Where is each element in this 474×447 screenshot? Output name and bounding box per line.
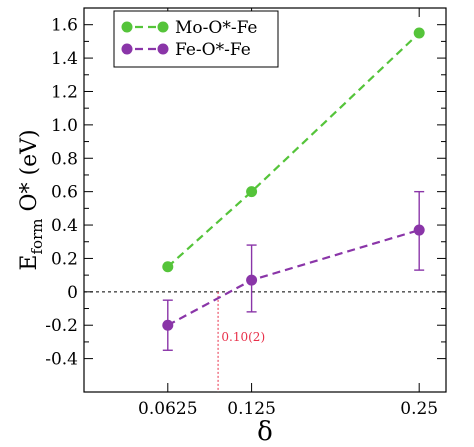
data-point — [162, 319, 174, 331]
legend-box — [113, 10, 279, 68]
series-1 — [162, 27, 425, 273]
axis-ticks: -0.4 -0.2 0 0.2 0.4 0.6 0.8 1.0 1.2 1.4 1.6 0.0625 0… — [45, 8, 446, 419]
plot-frame — [83, 7, 447, 393]
y-tick-label: 0 — [67, 283, 78, 303]
series-layer — [162, 27, 425, 351]
annotations: 0.10(2) — [221, 330, 265, 344]
plot-area — [83, 7, 447, 393]
y-axis-title-sub: form — [28, 219, 46, 255]
y-axis-title: Eform O* (eV) — [17, 129, 46, 270]
y-tick-label: 0.2 — [51, 249, 78, 269]
x-axis-title: δ — [257, 417, 273, 447]
data-point — [413, 224, 425, 236]
y-axis-title-rest: O* (eV) — [17, 129, 42, 218]
y-tick-label: 1.4 — [51, 49, 78, 69]
series-line — [167, 32, 420, 268]
series-line — [167, 228, 420, 327]
y-tick-label: 0.4 — [51, 216, 78, 236]
legend-marker — [157, 43, 169, 55]
y-tick-label: -0.2 — [45, 316, 78, 336]
data-point — [246, 186, 258, 198]
crossing-annotation: 0.10(2) — [221, 330, 265, 344]
reference-lines — [84, 291, 446, 392]
legend-marker — [121, 43, 133, 55]
y-axis-title-main: E — [17, 255, 42, 271]
y-tick-label: 0.6 — [51, 183, 78, 203]
legend-marker — [121, 21, 133, 33]
data-point — [162, 261, 174, 273]
data-point — [246, 274, 258, 286]
y-tick-label: 1.2 — [51, 82, 78, 102]
y-tick-label: 1.0 — [51, 116, 78, 136]
x-tick-label: 0.125 — [227, 399, 276, 419]
y-tick-label: 0.8 — [51, 149, 78, 169]
legend-label: Fe-O*-Fe — [175, 40, 251, 60]
series-2 — [162, 190, 425, 351]
y-tick-label: -0.4 — [45, 350, 78, 370]
y-tick-label: 1.6 — [51, 16, 78, 36]
legend-marker — [157, 21, 169, 33]
legend-label: Mo-O*-Fe — [175, 18, 258, 38]
x-tick-label: 0.25 — [400, 399, 438, 419]
data-point — [413, 27, 425, 39]
x-tick-label: 0.0625 — [138, 399, 197, 419]
